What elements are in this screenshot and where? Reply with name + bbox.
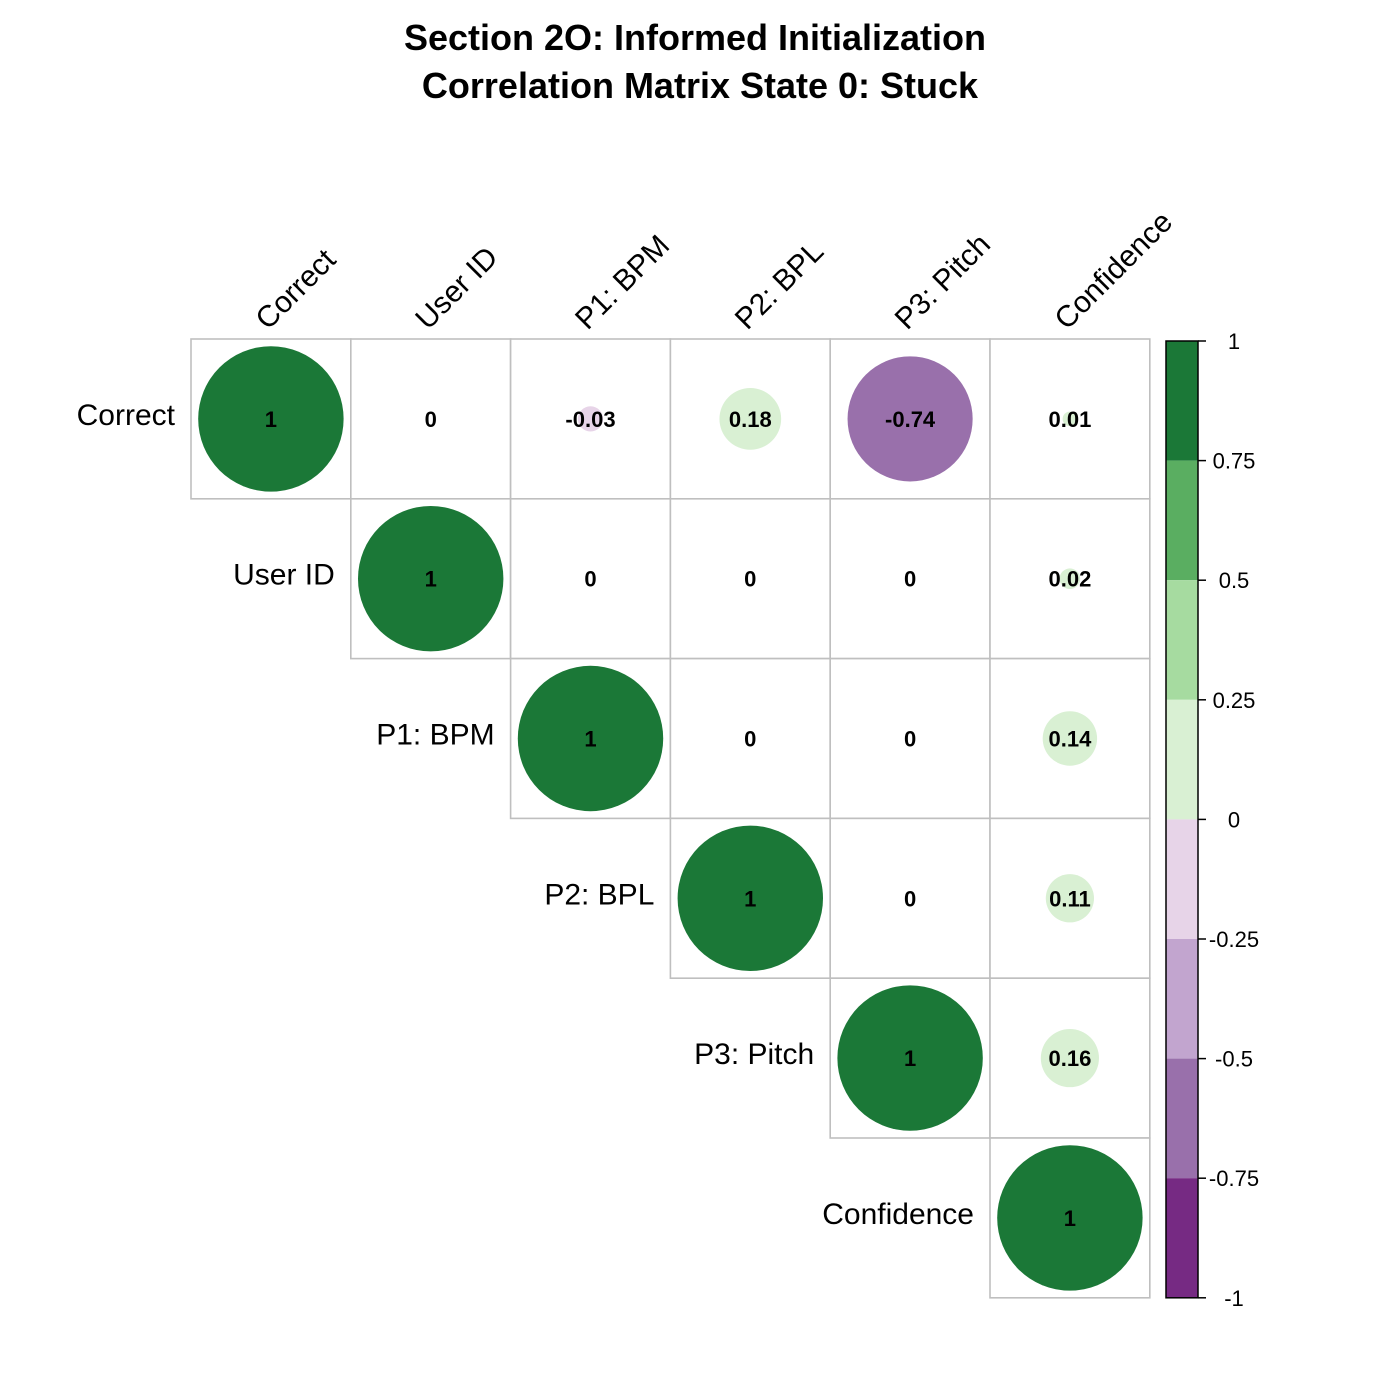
legend-tick-label-0: 1 <box>1228 329 1240 354</box>
correlation-circle-5-5 <box>997 1145 1143 1291</box>
correlation-value-2-2: 1 <box>584 727 596 752</box>
correlation-value-0-4: -0.74 <box>885 407 936 432</box>
correlation-circle-3-3 <box>677 825 824 972</box>
correlation-circle-4-5 <box>1040 1029 1099 1088</box>
correlation-value-2-3: 0 <box>744 727 756 752</box>
grid-cell <box>349 338 512 500</box>
legend-tick-label-5: -0.25 <box>1209 927 1259 952</box>
correlation-value-1-2: 0 <box>584 567 596 592</box>
legend-tick-label-3: 0.25 <box>1213 688 1256 713</box>
title-line-2: Correlation Matrix State 0: Stuck <box>422 65 979 106</box>
correlation-value-2-4: 0 <box>904 727 916 752</box>
legend-bin-0 <box>1166 341 1198 461</box>
correlation-value-3-3: 1 <box>744 886 756 911</box>
correlation-value-2-5: 0.14 <box>1048 727 1092 752</box>
title-line-1: Section 2O: Informed Initialization <box>404 17 986 58</box>
column-label-1: User ID <box>409 241 504 336</box>
row-label-3: P2: BPL <box>544 878 654 911</box>
correlation-value-0-3: 0.18 <box>729 407 772 432</box>
row-label-4: P3: Pitch <box>694 1038 814 1071</box>
row-label-2: P1: BPM <box>376 719 494 752</box>
column-label-2: P1: BPM <box>569 229 676 336</box>
correlation-value-0-0: 1 <box>265 407 277 432</box>
legend-tick-label-1: 0.75 <box>1213 449 1256 474</box>
grid-cell <box>669 657 832 820</box>
matrix-grid <box>190 338 1151 1299</box>
row-labels: Correct User ID P1: BPM P2: BPL P3: Pitch Con… <box>77 399 974 1231</box>
legend-tick-label-2: 0.5 <box>1219 568 1250 593</box>
correlation-circle-2-5 <box>1042 711 1098 766</box>
legend-tick-label-4: 0 <box>1228 807 1240 832</box>
color-legend: 1 0.75 0.5 0.25 0 -0.25 -0.5 -0.75 -1 <box>1165 329 1259 1311</box>
column-label-5: Confidence <box>1049 205 1180 336</box>
correlation-circle-0-5 <box>1062 411 1078 427</box>
legend-bin-4 <box>1166 819 1198 939</box>
legend-bin-2 <box>1166 580 1198 700</box>
matrix-circles <box>198 346 1143 1291</box>
correlation-circle-2-2 <box>517 665 664 812</box>
grid-cell <box>829 817 991 980</box>
grid-cell <box>829 497 991 660</box>
correlation-value-4-4: 1 <box>904 1046 916 1071</box>
correlation-circle-4-4 <box>837 985 983 1131</box>
column-label-3: P2: BPL <box>729 235 830 336</box>
legend-bin-1 <box>1166 460 1198 581</box>
correlation-value-3-5: 0.11 <box>1049 886 1091 911</box>
legend-bin-7 <box>1166 1178 1198 1298</box>
correlation-value-1-5: 0.02 <box>1048 567 1091 592</box>
legend-bin-5 <box>1166 939 1198 1059</box>
grid-cell <box>509 497 672 660</box>
column-label-0: Correct <box>250 243 343 336</box>
correlation-value-1-4: 0 <box>904 567 916 592</box>
correlation-value-0-5: 0.01 <box>1048 407 1091 432</box>
legend-tick-label-7: -0.75 <box>1209 1166 1259 1191</box>
correlation-value-0-1: 0 <box>425 407 437 432</box>
matrix-values: 1 0 -0.03 0.18 -0.74 0.01 1 0 0 0 0.02 1 0 0 0.14 1 0 0.1… <box>265 407 1092 1231</box>
column-labels: Correct User ID P1: BPM P2: BPL P3: Pitch Con… <box>250 205 1180 336</box>
chart-title: Section 2O: Informed Initialization Corr… <box>404 17 986 106</box>
legend-tick-label-6: -0.5 <box>1215 1047 1253 1072</box>
correlation-value-1-1: 1 <box>425 567 437 592</box>
row-label-1: User ID <box>233 559 335 592</box>
correlation-circle-0-2 <box>577 406 604 432</box>
row-label-0: Correct <box>77 399 176 432</box>
legend-bin-6 <box>1166 1058 1198 1179</box>
correlation-value-0-2: -0.03 <box>565 407 615 432</box>
correlation-circle-0-3 <box>719 388 782 450</box>
correlation-circle-1-5 <box>1059 568 1081 589</box>
legend-bin-3 <box>1166 699 1198 820</box>
row-label-5: Confidence <box>822 1198 974 1231</box>
correlation-value-5-5: 1 <box>1064 1206 1076 1231</box>
legend-tick-label-8: -1 <box>1224 1286 1244 1311</box>
correlation-circle-0-0 <box>198 346 344 492</box>
correlation-value-1-3: 0 <box>744 567 756 592</box>
correlation-circle-0-4 <box>847 356 973 482</box>
grid-cell <box>829 657 991 820</box>
correlation-circle-3-5 <box>1045 874 1095 923</box>
correlation-value-4-5: 0.16 <box>1048 1046 1091 1071</box>
correlation-value-3-4: 0 <box>904 886 916 911</box>
column-label-4: P3: Pitch <box>889 228 997 336</box>
correlation-circle-1-1 <box>357 505 504 652</box>
